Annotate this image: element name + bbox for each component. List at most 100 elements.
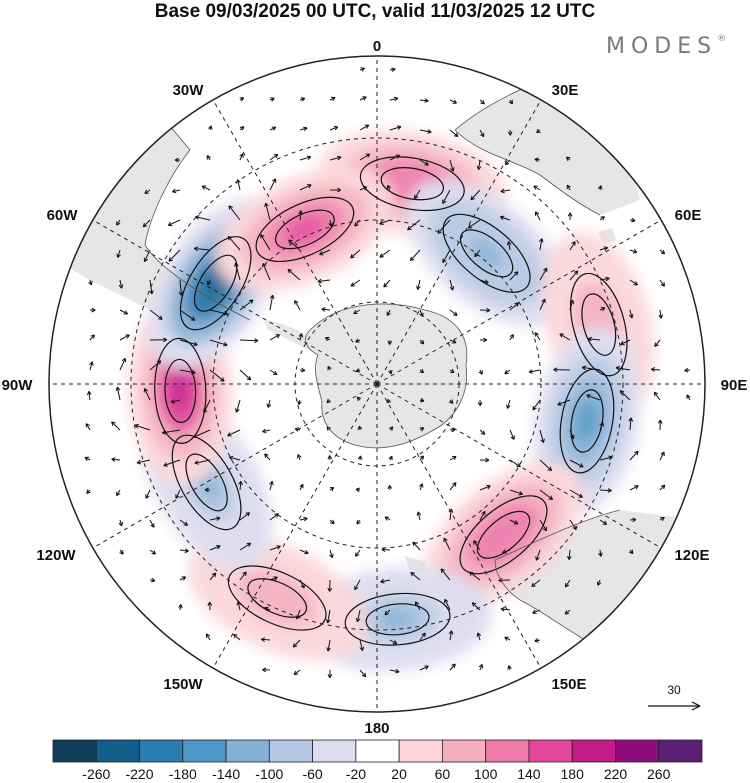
brand-text: MODES bbox=[606, 34, 718, 59]
meridian-line bbox=[92, 219, 378, 385]
wind-vector bbox=[319, 249, 331, 256]
wind-vector bbox=[357, 455, 363, 461]
wind-vector bbox=[89, 334, 95, 341]
streamline-contour bbox=[247, 578, 308, 618]
wind-vector bbox=[557, 399, 571, 406]
colorbar-tick-label: 220 bbox=[604, 766, 628, 782]
wind-vector bbox=[478, 664, 484, 671]
wind-vector bbox=[209, 339, 228, 347]
colorbar-tick-label: 100 bbox=[474, 766, 498, 782]
wind-vector bbox=[569, 489, 583, 498]
colorbar-bin bbox=[139, 739, 184, 763]
wind-vector bbox=[506, 399, 511, 409]
wind-vector bbox=[350, 279, 361, 287]
wind-vector bbox=[448, 399, 454, 404]
wind-vector bbox=[567, 549, 572, 560]
wind-vector bbox=[587, 336, 601, 342]
colorbar-bin bbox=[571, 739, 616, 763]
wind-vector bbox=[629, 279, 638, 286]
wind-vector bbox=[443, 537, 451, 551]
wind-vector bbox=[389, 67, 396, 72]
colorbar-bin bbox=[485, 739, 530, 763]
colorbar-bin bbox=[182, 739, 227, 763]
wind-vector bbox=[327, 365, 332, 371]
wind-vector bbox=[294, 300, 301, 311]
wind-vector bbox=[355, 609, 361, 623]
wind-vector bbox=[509, 489, 523, 496]
wind-vector bbox=[116, 219, 121, 226]
lon-label-150w: 150W bbox=[163, 676, 203, 693]
wind-vector bbox=[539, 489, 553, 500]
wind-vector bbox=[479, 457, 490, 463]
wind-vector bbox=[659, 484, 666, 491]
wind-vector bbox=[209, 516, 221, 521]
wind-vector bbox=[479, 337, 488, 343]
wind-vector bbox=[419, 98, 429, 103]
wind-vector bbox=[419, 159, 429, 166]
wind-vector bbox=[569, 299, 575, 311]
wind-vector bbox=[508, 99, 513, 105]
anomaly-patch bbox=[376, 607, 419, 631]
wind-vector bbox=[233, 633, 241, 641]
wind-vector bbox=[419, 397, 425, 403]
colorbar-bin bbox=[52, 739, 97, 763]
wind-vector bbox=[356, 519, 361, 525]
wind-vector bbox=[208, 125, 213, 131]
wind-vector bbox=[261, 637, 271, 642]
wind-vector bbox=[539, 429, 545, 443]
wind-vector bbox=[179, 339, 198, 347]
wind-vector bbox=[269, 97, 275, 102]
colorbar-bin bbox=[355, 739, 400, 763]
wind-vector bbox=[239, 369, 252, 381]
wind-vector bbox=[111, 457, 121, 462]
streamline-contour bbox=[581, 293, 617, 356]
wind-vector bbox=[569, 459, 584, 468]
streamline-contour bbox=[179, 236, 252, 331]
wind-vector bbox=[470, 189, 481, 201]
wind-vector bbox=[476, 159, 482, 170]
wind-vector bbox=[599, 276, 610, 282]
wind-vector bbox=[419, 455, 425, 461]
wind-vector bbox=[509, 429, 515, 440]
wind-vector bbox=[111, 421, 121, 431]
wind-vector bbox=[207, 601, 213, 611]
wind-vector bbox=[386, 398, 391, 403]
wind-vector bbox=[207, 279, 212, 286]
wind-vector bbox=[234, 262, 241, 281]
wind-vector bbox=[659, 451, 665, 461]
wind-vector bbox=[533, 185, 541, 191]
colorbar-bin bbox=[312, 739, 357, 763]
wind-vector bbox=[388, 455, 393, 461]
wind-vector bbox=[264, 606, 271, 612]
streamline-contour bbox=[275, 209, 335, 250]
wind-vector bbox=[442, 249, 451, 264]
wind-vector bbox=[86, 391, 92, 401]
streamline-contour bbox=[359, 156, 465, 212]
wind-vector bbox=[204, 487, 211, 493]
wind-vector bbox=[499, 215, 511, 221]
wind-vector bbox=[534, 332, 541, 341]
wind-vector bbox=[329, 155, 342, 161]
wind-vector bbox=[329, 487, 335, 492]
wind-vector bbox=[599, 519, 608, 525]
wind-vector bbox=[418, 483, 424, 491]
wind-vector bbox=[329, 125, 339, 131]
wind-vector bbox=[86, 489, 91, 494]
wind-vector bbox=[651, 367, 661, 372]
wind-vector bbox=[359, 669, 367, 678]
streamline-contour bbox=[380, 167, 445, 201]
wind-vector bbox=[628, 417, 634, 431]
wind-vector bbox=[330, 187, 342, 193]
colorbar-tick-label: -260 bbox=[82, 766, 110, 782]
wind-vector bbox=[85, 423, 91, 431]
wind-vector bbox=[116, 489, 121, 497]
wind-vector bbox=[387, 184, 392, 191]
wind-vector bbox=[449, 279, 455, 291]
streamline-contour bbox=[442, 213, 531, 293]
wind-vector bbox=[355, 338, 361, 343]
wind-vector bbox=[476, 632, 482, 641]
wind-vector bbox=[509, 519, 519, 525]
wind-vector bbox=[205, 633, 211, 641]
wind-vector bbox=[387, 339, 393, 345]
wind-vector bbox=[414, 189, 421, 200]
